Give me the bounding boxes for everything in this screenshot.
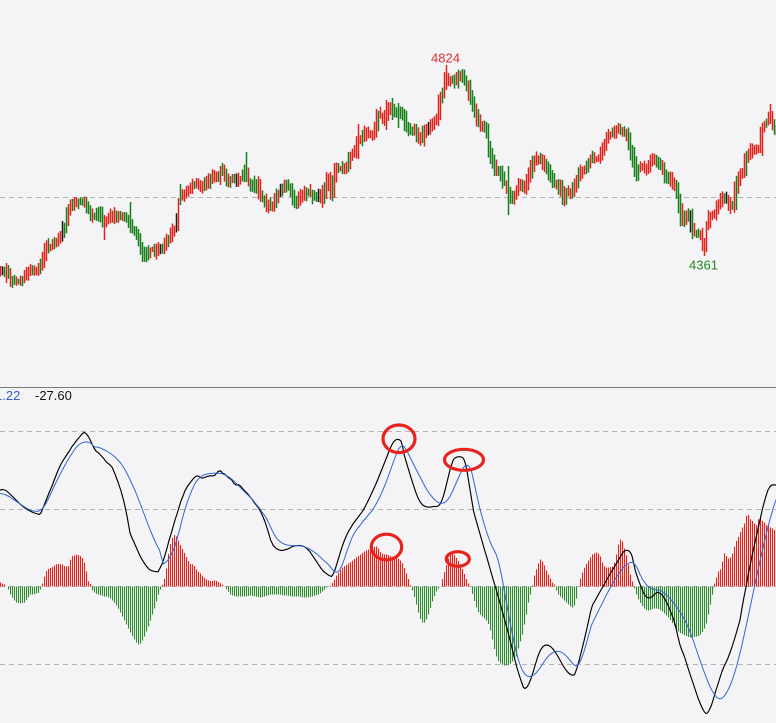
svg-text:4361: 4361	[689, 258, 718, 273]
svg-text:-27.60: -27.60	[35, 388, 72, 403]
svg-text:4824: 4824	[431, 51, 460, 66]
svg-text:1.22: 1.22	[0, 388, 20, 403]
